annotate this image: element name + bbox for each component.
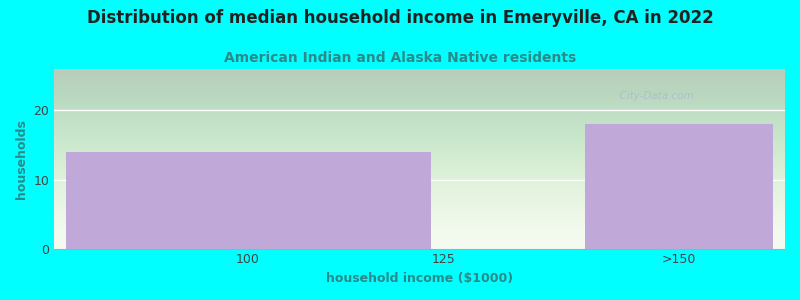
Y-axis label: households: households bbox=[15, 119, 28, 199]
Text: City-Data.com: City-Data.com bbox=[613, 91, 694, 100]
FancyBboxPatch shape bbox=[585, 124, 774, 249]
Text: American Indian and Alaska Native residents: American Indian and Alaska Native reside… bbox=[224, 51, 576, 65]
Text: Distribution of median household income in Emeryville, CA in 2022: Distribution of median household income … bbox=[86, 9, 714, 27]
X-axis label: household income ($1000): household income ($1000) bbox=[326, 272, 514, 285]
FancyBboxPatch shape bbox=[66, 152, 431, 249]
